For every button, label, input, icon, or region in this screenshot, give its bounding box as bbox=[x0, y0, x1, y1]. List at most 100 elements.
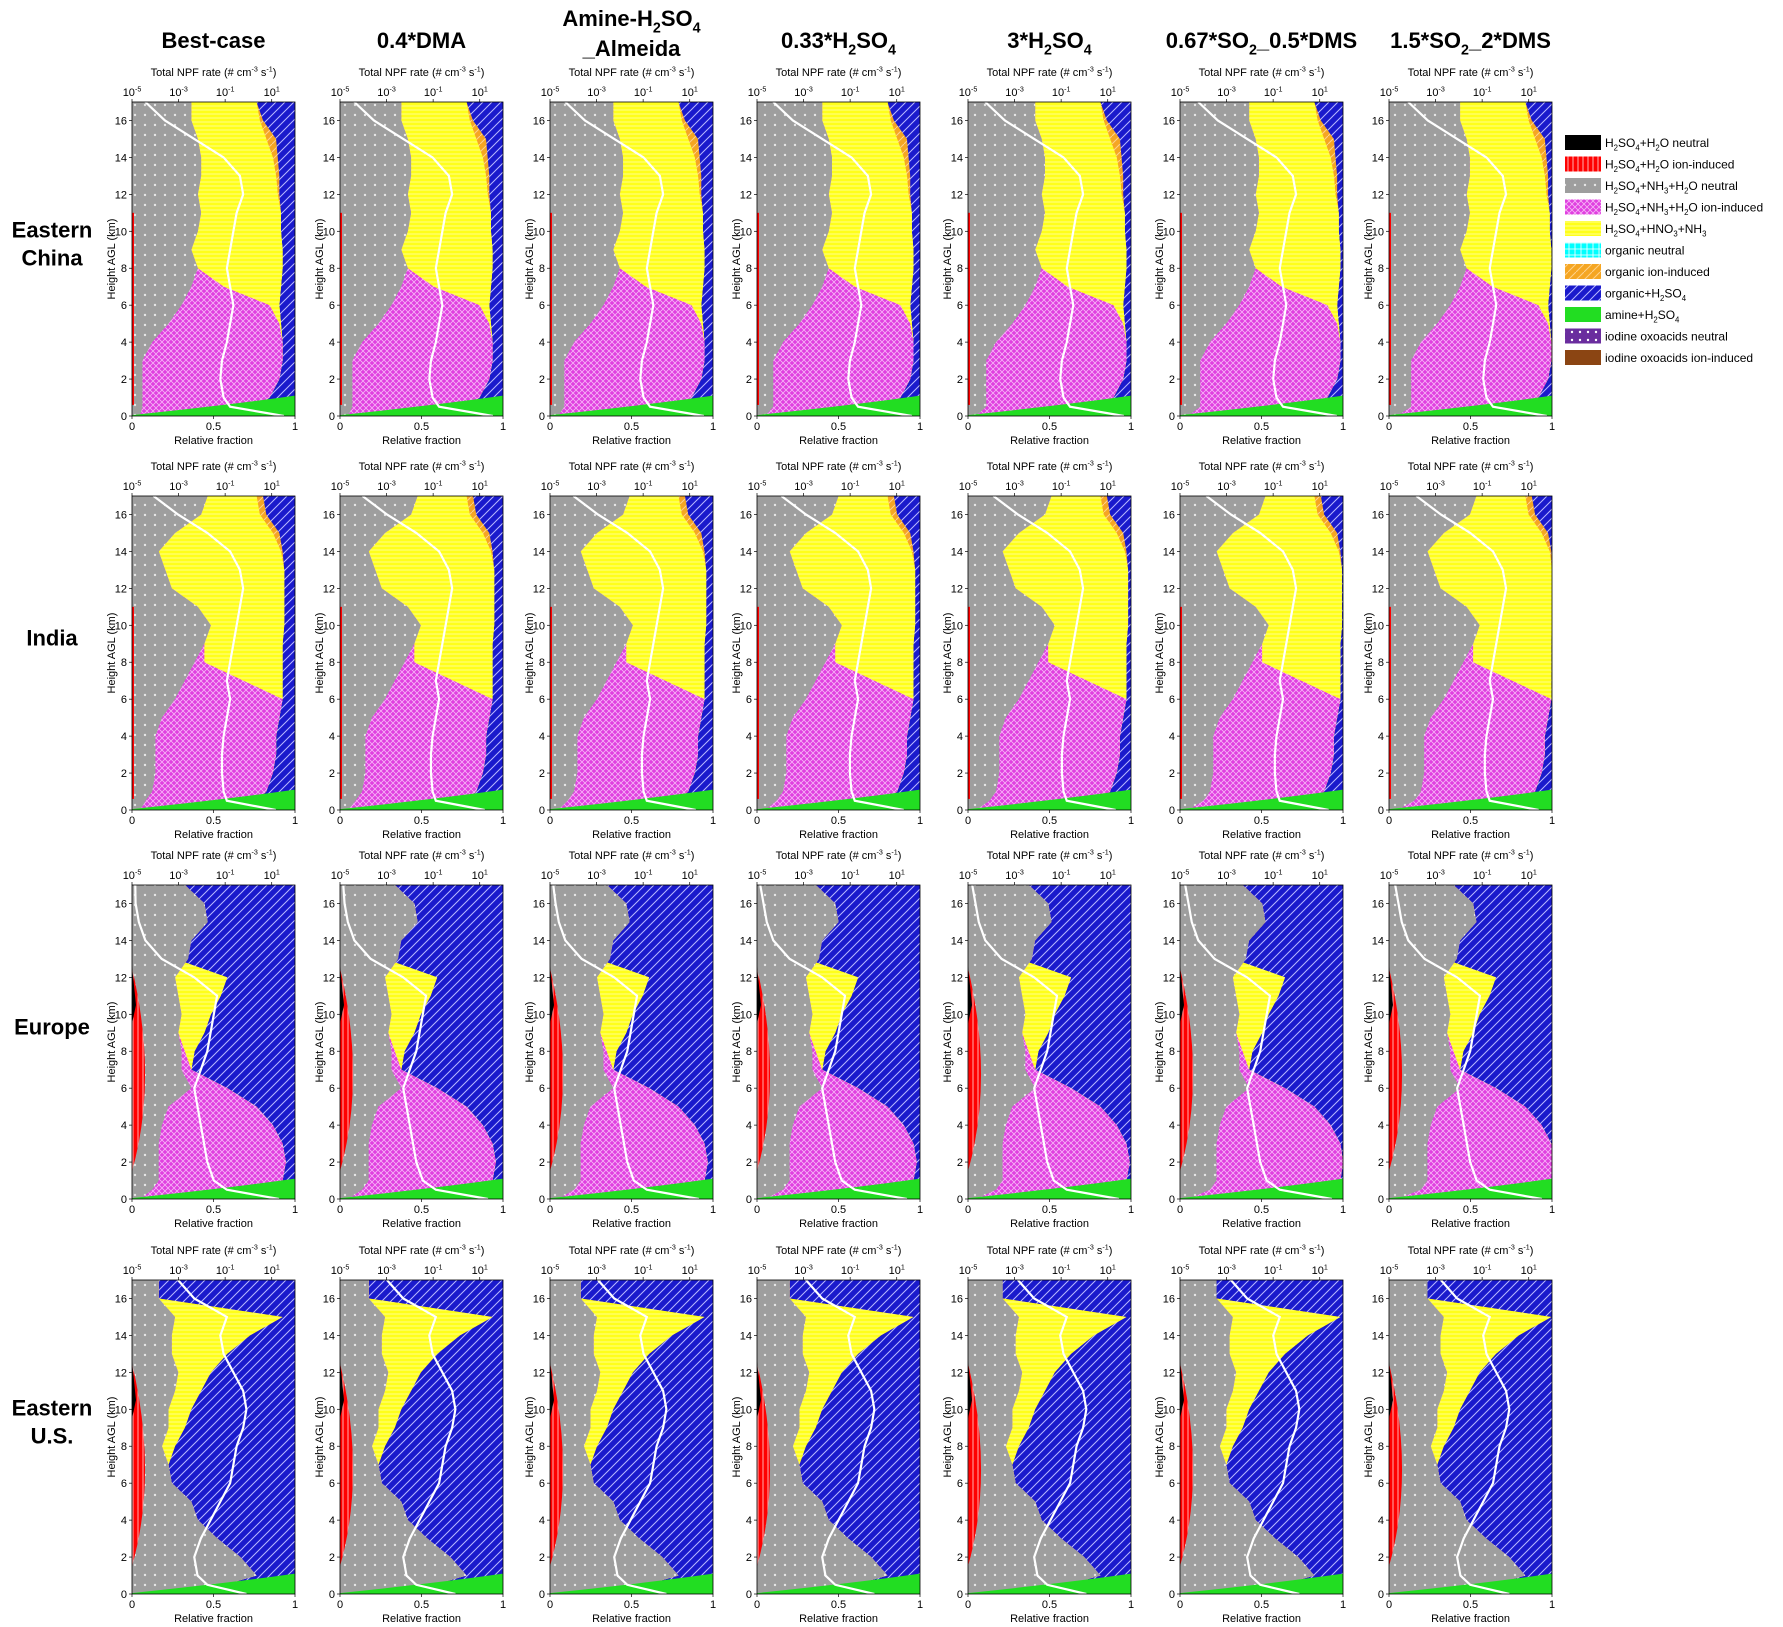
x-tick-label: 0.5 bbox=[206, 815, 221, 827]
y-tick-label: 12 bbox=[1372, 583, 1384, 595]
npf-rate-line bbox=[805, 1279, 876, 1596]
y-tick-label: 2 bbox=[121, 1552, 127, 1564]
x-tick-label: 1 bbox=[500, 1204, 506, 1216]
y-tick-label: 14 bbox=[1163, 1330, 1175, 1342]
top-tick-label: 10-3 bbox=[1426, 869, 1445, 882]
panel: 0 2 4 6 8 10 12 14 16 Height AGL (km) 0 0.5 1 Relativ… bbox=[942, 66, 1134, 447]
y-tick-label: 4 bbox=[539, 1515, 545, 1527]
legend-label: H2SO4+HNO3+NH3 bbox=[1605, 222, 1706, 239]
y-tick-label: 16 bbox=[951, 898, 963, 910]
y-tick-label: 0 bbox=[329, 805, 335, 817]
area-h2so4-nh3-h2o-neutral bbox=[1389, 885, 1477, 1199]
y-tick-label: 12 bbox=[323, 1367, 335, 1379]
top-tick-label: 10-1 bbox=[634, 869, 653, 882]
area-h2so4-nh3-h2o-neutral bbox=[757, 885, 839, 1199]
area-h2so4-nh3-h2o-neutral bbox=[1389, 102, 1470, 416]
x-axis-label: Relative fraction bbox=[174, 435, 253, 447]
y-tick-label: 12 bbox=[1372, 1367, 1384, 1379]
top-axis-label: Total NPF rate (# cm-3 s-1) bbox=[359, 66, 485, 79]
y-tick-label: 4 bbox=[329, 337, 335, 349]
top-tick-label: 101 bbox=[264, 480, 280, 493]
y-tick-label: 4 bbox=[329, 1120, 335, 1132]
y-tick-label: 10 bbox=[115, 620, 127, 632]
y-tick-label: 16 bbox=[533, 1293, 545, 1305]
y-tick-label: 2 bbox=[1169, 768, 1175, 780]
top-tick-label: 10-5 bbox=[541, 1264, 560, 1277]
x-axis-label: Relative fraction bbox=[1431, 435, 1510, 447]
area-h2so4-nh3-h2o-neutral bbox=[1180, 496, 1269, 810]
y-tick-label: 0 bbox=[746, 805, 752, 817]
x-tick-label: 0.5 bbox=[831, 1599, 846, 1611]
top-tick-label: 10-5 bbox=[1171, 869, 1190, 882]
x-axis-label: Relative fraction bbox=[799, 1218, 878, 1230]
x-tick-label: 0 bbox=[547, 1204, 553, 1216]
x-tick-label: 0.5 bbox=[831, 421, 846, 433]
y-tick-label: 8 bbox=[1378, 263, 1384, 275]
y-tick-label: 0 bbox=[329, 1194, 335, 1206]
y-axis-label: Height AGL (km) bbox=[314, 613, 326, 694]
top-axis-label: Total NPF rate (# cm-3 s-1) bbox=[1199, 460, 1325, 473]
top-tick-label: 10-5 bbox=[123, 480, 142, 493]
top-tick-label: 10-3 bbox=[1217, 1264, 1236, 1277]
top-tick-label: 101 bbox=[472, 480, 488, 493]
x-axis-label: Relative fraction bbox=[1431, 1613, 1510, 1625]
x-tick-label: 0.5 bbox=[1042, 1204, 1057, 1216]
area-h2so4-h2o-neutral bbox=[968, 1361, 972, 1419]
y-tick-label: 6 bbox=[121, 694, 127, 706]
npf-rate-line bbox=[1415, 495, 1539, 812]
y-tick-label: 12 bbox=[323, 189, 335, 201]
y-tick-label: 8 bbox=[957, 1441, 963, 1453]
top-tick-label: 10-5 bbox=[331, 869, 350, 882]
y-tick-label: 8 bbox=[1169, 1046, 1175, 1058]
panel: 0 2 4 6 8 10 12 14 16 Height AGL (km) 0 0.5 1 Relativ… bbox=[731, 849, 923, 1230]
y-tick-label: 14 bbox=[740, 935, 752, 947]
y-axis-label: Height AGL (km) bbox=[1154, 1002, 1166, 1083]
y-tick-label: 12 bbox=[951, 189, 963, 201]
y-tick-label: 16 bbox=[533, 115, 545, 127]
x-tick-label: 0 bbox=[965, 1599, 971, 1611]
top-tick-label: 10-3 bbox=[1426, 86, 1445, 99]
legend-swatch bbox=[1565, 199, 1601, 215]
y-tick-label: 16 bbox=[1372, 509, 1384, 521]
npf-rate-line bbox=[552, 884, 700, 1201]
panel: 0 2 4 6 8 10 12 14 16 Height AGL (km) 0 0.5 1 Relativ… bbox=[1363, 66, 1555, 447]
y-tick-label: 4 bbox=[539, 731, 545, 743]
y-tick-label: 6 bbox=[957, 1083, 963, 1095]
x-tick-label: 0 bbox=[965, 815, 971, 827]
y-tick-label: 2 bbox=[539, 768, 545, 780]
x-tick-label: 1 bbox=[917, 421, 923, 433]
top-tick-label: 101 bbox=[889, 86, 905, 99]
x-tick-label: 0 bbox=[129, 421, 135, 433]
y-tick-label: 0 bbox=[1169, 805, 1175, 817]
top-tick-label: 10-5 bbox=[748, 869, 767, 882]
y-axis-label: Height AGL (km) bbox=[1363, 219, 1375, 300]
area-h2so4-h2o-ion bbox=[340, 968, 354, 1172]
top-tick-label: 10-3 bbox=[1005, 1264, 1024, 1277]
top-tick-label: 10-3 bbox=[377, 1264, 396, 1277]
top-tick-label: 10-1 bbox=[1052, 869, 1071, 882]
y-tick-label: 2 bbox=[746, 768, 752, 780]
x-tick-label: 0 bbox=[1386, 815, 1392, 827]
area-h2so4-h2o-ion bbox=[968, 606, 970, 799]
top-axis-label: Total NPF rate (# cm-3 s-1) bbox=[987, 1244, 1113, 1257]
y-tick-label: 10 bbox=[1163, 226, 1175, 238]
y-tick-label: 10 bbox=[323, 620, 335, 632]
x-axis-label: Relative fraction bbox=[1010, 435, 1089, 447]
x-tick-label: 0.5 bbox=[831, 815, 846, 827]
area-h2so4-h2o-neutral bbox=[757, 966, 761, 1024]
y-tick-label: 2 bbox=[121, 1157, 127, 1169]
area-h2so4-h2o-ion bbox=[340, 1363, 354, 1567]
top-tick-label: 10-5 bbox=[748, 480, 767, 493]
top-axis-label: Total NPF rate (# cm-3 s-1) bbox=[151, 849, 277, 862]
top-tick-label: 10-3 bbox=[1005, 869, 1024, 882]
top-axis-label: Total NPF rate (# cm-3 s-1) bbox=[987, 460, 1113, 473]
y-axis-label: Height AGL (km) bbox=[731, 1002, 743, 1083]
y-tick-label: 6 bbox=[329, 300, 335, 312]
y-tick-label: 8 bbox=[329, 263, 335, 275]
y-tick-label: 6 bbox=[746, 694, 752, 706]
top-tick-label: 10-1 bbox=[1473, 86, 1492, 99]
column-title: 0.4*DMA bbox=[377, 28, 466, 53]
area-h2so4-h2o-ion bbox=[968, 1363, 982, 1567]
panel: 0 2 4 6 8 10 12 14 16 Height AGL (km) 0 0.5 1 Relativ… bbox=[106, 849, 298, 1230]
x-tick-label: 1 bbox=[710, 815, 716, 827]
